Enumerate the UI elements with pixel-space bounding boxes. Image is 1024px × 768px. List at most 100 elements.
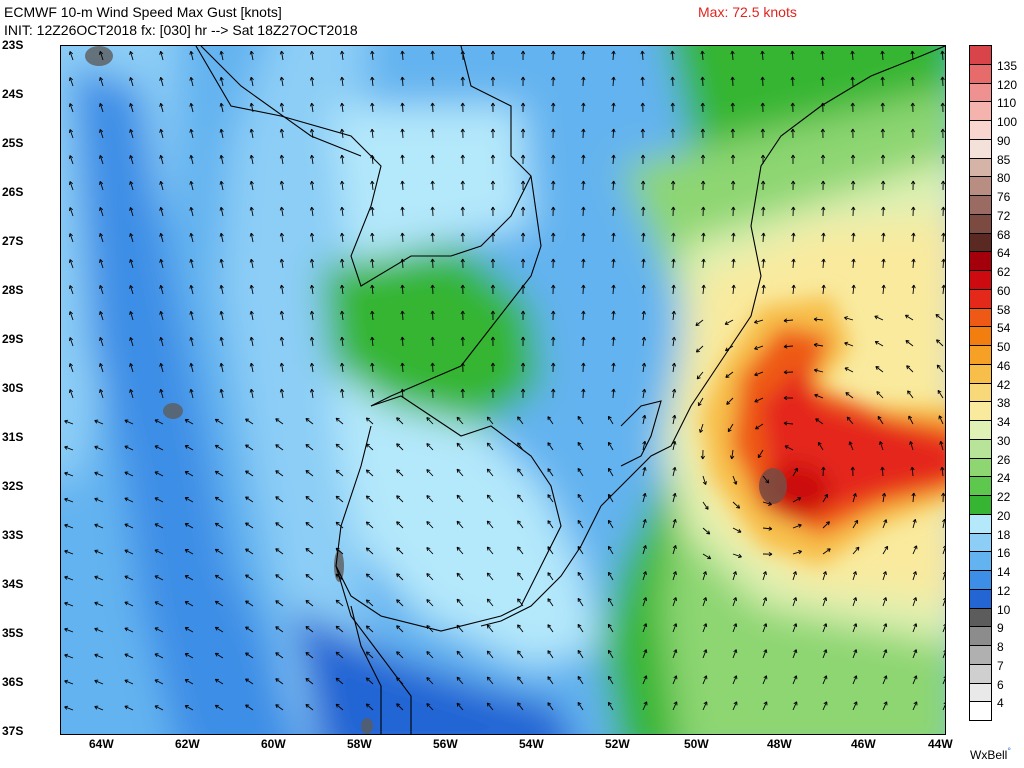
wind-arrow-head bbox=[552, 388, 556, 393]
wind-arrow-head bbox=[940, 154, 944, 159]
wind-arrow-head bbox=[879, 441, 883, 445]
wind-arrow bbox=[64, 576, 74, 581]
wind-arrow-head bbox=[783, 320, 788, 323]
wind-arrow bbox=[642, 545, 647, 555]
wind-arrow bbox=[371, 233, 374, 243]
wind-arrow bbox=[912, 649, 917, 659]
wind-arrow-head bbox=[401, 258, 405, 263]
wind-arrow-head bbox=[913, 258, 916, 263]
wind-arrow-head bbox=[462, 76, 465, 81]
wind-arrow bbox=[129, 129, 134, 139]
wind-arrow bbox=[702, 597, 707, 607]
wind-arrow-head bbox=[577, 598, 582, 601]
wind-arrow bbox=[64, 706, 74, 711]
wind-arrow-head bbox=[699, 429, 704, 433]
wind-arrow-head bbox=[309, 362, 313, 367]
wind-arrow bbox=[612, 102, 615, 113]
wind-arrow-head bbox=[608, 649, 612, 653]
wind-arrow bbox=[642, 389, 646, 399]
wind-arrow bbox=[432, 180, 434, 191]
lat-label: 24S bbox=[2, 87, 24, 101]
wind-arrow-head bbox=[937, 364, 941, 367]
wind-arrow bbox=[426, 599, 434, 607]
wind-arrow-head bbox=[853, 701, 857, 705]
wind-arrow bbox=[732, 597, 737, 607]
wind-arrow-head bbox=[671, 310, 675, 315]
wind-arrow-head bbox=[309, 76, 313, 81]
wind-arrow bbox=[245, 522, 254, 529]
wind-arrow bbox=[876, 391, 884, 399]
wind-arrow-head bbox=[755, 425, 758, 430]
legend-swatch bbox=[969, 326, 992, 346]
wind-arrow-head bbox=[844, 341, 849, 344]
wind-arrow-head bbox=[581, 258, 584, 263]
wind-arrow-head bbox=[99, 259, 101, 263]
wind-arrow-head bbox=[583, 284, 586, 289]
wind-arrow bbox=[486, 468, 494, 477]
wind-arrow bbox=[280, 311, 284, 321]
lon-label: 52W bbox=[605, 737, 630, 751]
wind-arrow bbox=[762, 284, 765, 295]
wind-arrow bbox=[401, 388, 404, 399]
wind-arrow-head bbox=[703, 597, 707, 601]
wind-arrow-head bbox=[309, 180, 313, 185]
wind-arrow-head bbox=[281, 336, 285, 341]
wind-arrow-head bbox=[551, 258, 554, 263]
wind-arrow bbox=[672, 571, 677, 581]
wind-arrow-head bbox=[850, 50, 853, 55]
wind-arrow bbox=[124, 653, 134, 659]
wind-arrow-head bbox=[160, 50, 164, 55]
wind-arrow bbox=[160, 77, 164, 87]
wind-arrow-head bbox=[736, 506, 740, 509]
wind-arrow-head bbox=[220, 362, 224, 367]
lon-label: 62W bbox=[175, 737, 200, 751]
lat-label: 35S bbox=[2, 626, 24, 640]
wind-arrow-head bbox=[611, 102, 615, 107]
wind-arrow-head bbox=[309, 102, 313, 107]
legend-label: 50 bbox=[997, 340, 1011, 354]
wind-arrow bbox=[912, 258, 915, 269]
wind-arrow-head bbox=[220, 310, 224, 315]
wind-arrow-head bbox=[608, 519, 612, 523]
wind-arrow-head bbox=[547, 572, 552, 575]
wind-arrow-head bbox=[795, 597, 798, 602]
wind-arrow bbox=[852, 546, 860, 555]
legend-swatch bbox=[969, 101, 992, 121]
wind-arrow-head bbox=[189, 337, 192, 341]
wind-arrow bbox=[311, 285, 314, 295]
wind-arrow-head bbox=[219, 337, 222, 341]
wind-arrow-head bbox=[426, 495, 431, 497]
wind-arrow bbox=[154, 679, 164, 685]
wind-arrow-head bbox=[517, 572, 521, 575]
wind-arrow bbox=[365, 417, 374, 425]
wind-arrow bbox=[732, 527, 742, 533]
wind-arrow bbox=[64, 446, 74, 451]
wind-arrow bbox=[852, 520, 858, 529]
wind-arrow-head bbox=[675, 649, 678, 654]
wind-arrow-head bbox=[798, 497, 802, 501]
wind-arrow-head bbox=[219, 129, 222, 133]
wind-arrow-head bbox=[702, 481, 707, 485]
wind-arrow-head bbox=[874, 315, 878, 320]
wind-arrow-head bbox=[220, 336, 224, 341]
wind-arrow-head bbox=[396, 573, 401, 576]
field-blue-west bbox=[71, 66, 301, 734]
wind-arrow-head bbox=[99, 233, 104, 237]
wind-arrow-head bbox=[791, 180, 794, 185]
wind-arrow bbox=[220, 233, 224, 243]
wind-arrow-head bbox=[130, 389, 134, 393]
wind-arrow-head bbox=[281, 128, 285, 133]
wind-arrow bbox=[642, 415, 646, 425]
wind-arrow-head bbox=[130, 155, 134, 159]
legend-swatch bbox=[969, 213, 992, 234]
wind-arrow bbox=[129, 337, 134, 347]
wind-arrow-head bbox=[426, 573, 429, 578]
wind-arrow-head bbox=[335, 444, 338, 448]
wind-arrow-head bbox=[245, 470, 248, 475]
lat-label: 36S bbox=[2, 675, 24, 689]
wind-arrow bbox=[941, 50, 944, 61]
wind-arrow-head bbox=[910, 50, 913, 55]
wind-arrow-head bbox=[371, 154, 375, 159]
wind-arrow-head bbox=[674, 388, 677, 393]
wind-arrow-head bbox=[702, 102, 705, 107]
